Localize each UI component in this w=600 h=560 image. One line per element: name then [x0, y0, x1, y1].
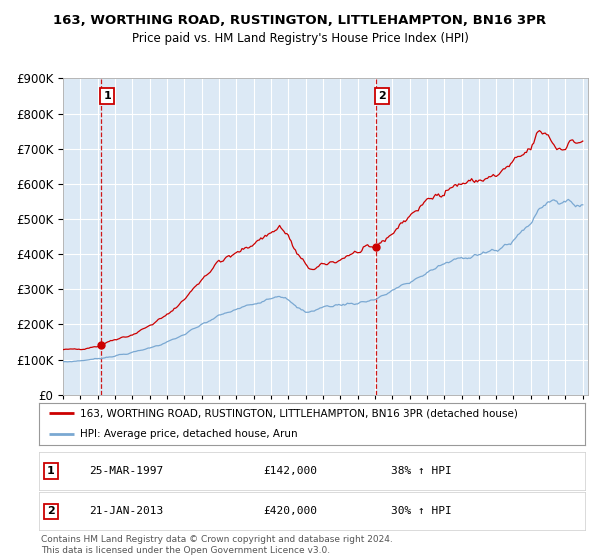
Text: Price paid vs. HM Land Registry's House Price Index (HPI): Price paid vs. HM Land Registry's House … — [131, 32, 469, 45]
Text: £420,000: £420,000 — [263, 506, 317, 516]
Text: 38% ↑ HPI: 38% ↑ HPI — [391, 466, 452, 476]
Text: 30% ↑ HPI: 30% ↑ HPI — [391, 506, 452, 516]
Text: 21-JAN-2013: 21-JAN-2013 — [89, 506, 163, 516]
Text: 163, WORTHING ROAD, RUSTINGTON, LITTLEHAMPTON, BN16 3PR: 163, WORTHING ROAD, RUSTINGTON, LITTLEHA… — [53, 14, 547, 27]
Text: HPI: Average price, detached house, Arun: HPI: Average price, detached house, Arun — [80, 430, 298, 439]
Text: 25-MAR-1997: 25-MAR-1997 — [89, 466, 163, 476]
Text: Contains HM Land Registry data © Crown copyright and database right 2024.
This d: Contains HM Land Registry data © Crown c… — [41, 535, 392, 555]
Text: 1: 1 — [103, 91, 111, 101]
Text: 1: 1 — [47, 466, 55, 476]
Text: 2: 2 — [378, 91, 386, 101]
Text: 2: 2 — [47, 506, 55, 516]
Text: 163, WORTHING ROAD, RUSTINGTON, LITTLEHAMPTON, BN16 3PR (detached house): 163, WORTHING ROAD, RUSTINGTON, LITTLEHA… — [80, 408, 518, 418]
Text: £142,000: £142,000 — [263, 466, 317, 476]
